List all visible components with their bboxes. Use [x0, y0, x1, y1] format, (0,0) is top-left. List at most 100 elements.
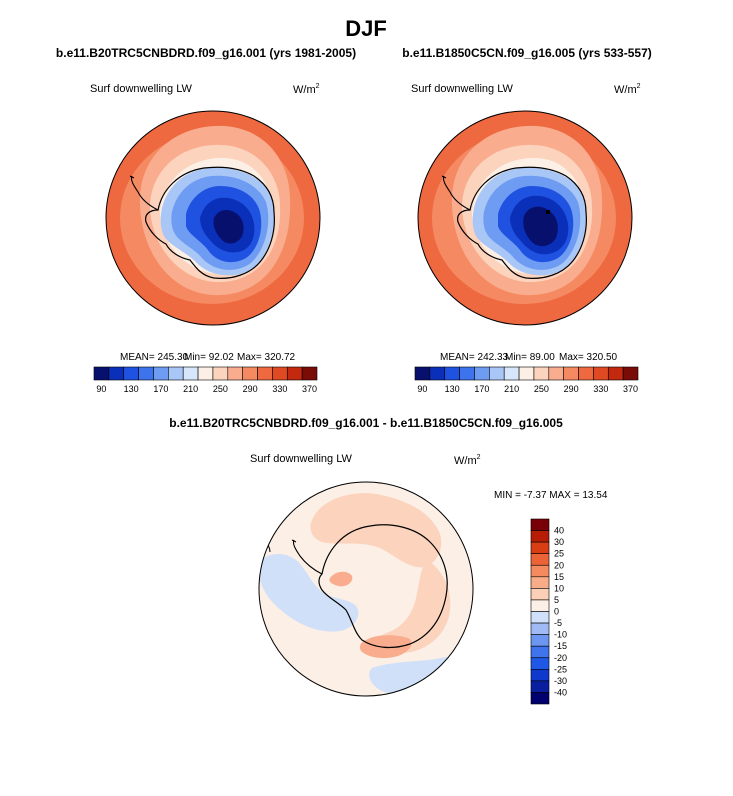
colorbar-box	[530, 588, 550, 601]
colorbar-tick-label: 10	[554, 583, 564, 593]
panel-b-map-border	[417, 110, 633, 326]
colorbar-box	[530, 622, 550, 635]
colorbar-box	[93, 366, 110, 381]
panel-diff-title: b.e11.B20TRC5CNBDRD.f09_g16.001 - b.e11.…	[169, 416, 563, 430]
panel-a-map-border	[105, 110, 321, 326]
ice-sheet-min-cell	[546, 210, 550, 214]
panel-diff-map-border	[258, 481, 474, 697]
colorbar-box	[227, 366, 243, 381]
colorbar-box	[138, 366, 154, 381]
panel-b-variable-label: Surf downwelling LW	[411, 83, 514, 95]
colorbar-tick-label: 370	[302, 384, 317, 394]
colorbar-tick-label: 210	[183, 384, 198, 394]
antarctica-coastline	[318, 524, 448, 649]
colorbar-box	[530, 599, 550, 612]
colorbar-tick-label: 330	[593, 384, 608, 394]
antarctica-coastline	[145, 166, 275, 279]
colorbar-box	[530, 657, 550, 670]
colorbar-box	[197, 366, 214, 381]
colorbar-box	[301, 366, 318, 381]
colorbar-box	[530, 634, 550, 647]
colorbar-tick-label: 20	[554, 560, 564, 570]
panel-a-stat-max: Max= 320.72	[237, 352, 296, 363]
panel-b-colorbar: 90 130 170 210 250 290 330 370	[414, 366, 639, 394]
panel-diff-stats: MIN = -7.37 MAX = 13.54	[494, 490, 608, 501]
colorbar-box	[444, 366, 460, 381]
colorbar-tick-label: 130	[445, 384, 460, 394]
colorbar-box	[182, 366, 199, 381]
colorbar-box	[530, 518, 550, 531]
colorbar-box	[622, 366, 639, 381]
panel-b-map	[417, 110, 633, 326]
colorbar-box	[533, 366, 550, 381]
colorbar-tick-label: 0	[554, 607, 559, 617]
colorbar-tick-label: -30	[554, 676, 567, 686]
colorbar-box	[563, 366, 579, 381]
panel-a-title: b.e11.B20TRC5CNBDRD.f09_g16.001 (yrs 198…	[56, 46, 356, 60]
colorbar-tick-label: 370	[623, 384, 638, 394]
antarctic-peninsula	[130, 175, 159, 211]
antarctic-peninsula	[442, 175, 471, 211]
colorbar-tick-label: -15	[554, 641, 567, 651]
colorbar-tick-label: -20	[554, 653, 567, 663]
colorbar-tick-label: 25	[554, 549, 564, 559]
colorbar-box	[530, 530, 550, 543]
panel-a-stat-min: Min= 92.02	[184, 352, 234, 363]
colorbar-box	[286, 366, 303, 381]
colorbar-tick-label: 250	[213, 384, 228, 394]
colorbar-box	[108, 366, 125, 381]
colorbar-tick-label: 5	[554, 595, 559, 605]
colorbar-box	[530, 576, 550, 589]
panel-difference: b.e11.B20TRC5CNBDRD.f09_g16.001 - b.e11.…	[169, 416, 608, 705]
colorbar-box	[530, 645, 550, 659]
colorbar-box	[530, 692, 550, 705]
panel-b-stat-max: Max= 320.50	[559, 352, 618, 363]
panel-diff-variable-label: Surf downwelling LW	[250, 453, 353, 465]
ice-sheet-dome	[213, 210, 244, 244]
colorbar-tick-label: -10	[554, 630, 567, 640]
colorbar-tick-label: -25	[554, 664, 567, 674]
colorbar-tick-label: 250	[534, 384, 549, 394]
colorbar-box	[153, 366, 169, 381]
colorbar-box	[168, 366, 184, 381]
colorbar-box	[272, 366, 288, 381]
panel-model-a: b.e11.B20TRC5CNBDRD.f09_g16.001 (yrs 198…	[56, 46, 356, 394]
colorbar-box	[518, 366, 535, 381]
diff-positive-ross	[359, 635, 412, 659]
antarctic-peninsula	[292, 539, 323, 575]
colorbar-tick-label: 290	[564, 384, 579, 394]
colorbar-tick-label: 170	[474, 384, 489, 394]
season-title: DJF	[345, 16, 387, 41]
panel-a-colorbar: 90 130 170 210 250 290 330 370	[93, 366, 318, 394]
colorbar-tick-label: 210	[504, 384, 519, 394]
diff-positive-ridge	[329, 571, 353, 587]
antarctica-coastline	[457, 166, 587, 279]
colorbar-tick-label: 15	[554, 572, 564, 582]
colorbar-box	[414, 366, 431, 381]
colorbar-tick-label: 290	[243, 384, 258, 394]
colorbar-box	[123, 366, 139, 381]
colorbar-tick-label: 90	[417, 384, 427, 394]
colorbar-box	[607, 366, 624, 381]
colorbar-box	[474, 366, 490, 381]
panel-a-units: W/m2	[293, 83, 320, 96]
colorbar-tick-label: 330	[272, 384, 287, 394]
colorbar-box	[530, 680, 550, 693]
panel-a-map	[105, 110, 321, 326]
colorbar-box	[593, 366, 609, 381]
colorbar-box	[530, 611, 550, 624]
south-america-tip	[418, 175, 447, 187]
colorbar-box	[242, 366, 258, 381]
colorbar-box	[489, 366, 505, 381]
panel-diff-units: W/m2	[454, 454, 481, 467]
panel-a-stat-mean: MEAN= 245.30	[120, 352, 189, 363]
colorbar-tick-label: 40	[554, 526, 564, 536]
panel-model-b: b.e11.B1850C5CN.f09_g16.005 (yrs 533-557…	[402, 46, 652, 394]
panel-a-variable-label: Surf downwelling LW	[90, 83, 193, 95]
colorbar-tick-label: 170	[153, 384, 168, 394]
colorbar-box	[548, 366, 564, 381]
panel-b-stat-mean: MEAN= 242.33	[440, 352, 509, 363]
ice-sheet-dome	[523, 206, 558, 247]
colorbar-box	[530, 564, 550, 578]
